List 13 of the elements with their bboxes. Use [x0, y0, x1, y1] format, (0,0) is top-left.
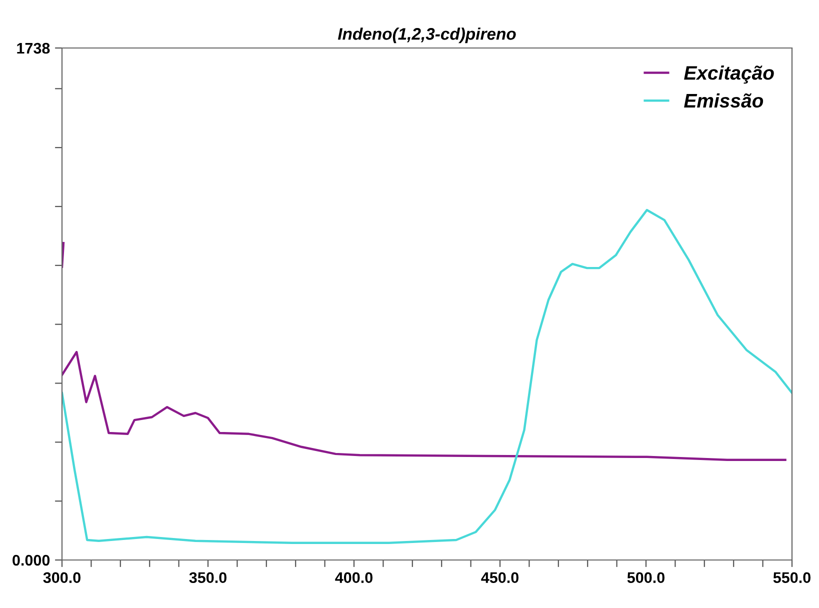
- x-tick-label: 450.0: [481, 572, 518, 584]
- x-tick-label: 550.0: [773, 572, 810, 584]
- line-series: [62, 208, 792, 544]
- chart-title: Indeno(1,2,3-cd)pireno: [338, 28, 516, 44]
- x-tick-label: 500.0: [627, 572, 664, 584]
- x-tick-label: 350.0: [189, 572, 226, 584]
- x-tick-label: 400.0: [335, 572, 372, 584]
- y-tick-label: 1738: [17, 42, 50, 54]
- x-tick-label: 300.0: [43, 572, 80, 584]
- line-series: [62, 350, 786, 461]
- y-tick-label: 0.000: [12, 554, 50, 566]
- legend-label: Emissão: [684, 93, 764, 108]
- legend-label: Excitação: [684, 66, 774, 84]
